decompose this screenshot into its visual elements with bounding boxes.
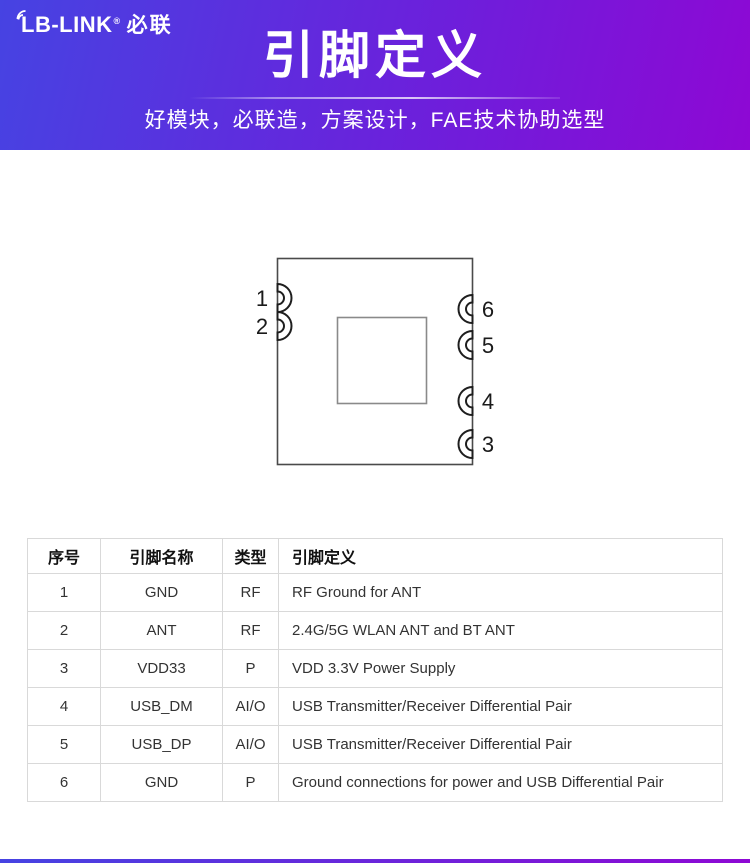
cell-pin-type: RF [222,611,279,650]
table-body: 1 GND RF RF Ground for ANT 2 ANT RF 2.4G… [27,573,723,802]
cell-pin-type: AI/O [222,687,279,726]
cell-pin-definition: USB Transmitter/Receiver Differential Pa… [278,687,723,726]
cell-pin-definition: Ground connections for power and USB Dif… [278,763,723,802]
pin-number-label-4: 4 [482,389,494,414]
column-header-no: 序号 [27,538,101,574]
pin-pad-5 [457,329,474,361]
cell-pin-type: P [222,649,279,688]
brand-logo: LB-LINK® 必联 [16,9,173,39]
cell-pin-number: 3 [27,649,101,688]
column-header-name: 引脚名称 [100,538,223,574]
column-header-type: 类型 [222,538,279,574]
table-row: 6 GND P Ground connections for power and… [27,763,723,802]
cell-pin-number: 1 [27,573,101,612]
page-subtitle: 好模块，必联造，方案设计，FAE技术协助选型 [144,109,606,132]
page-title: 引脚定义 [262,27,487,84]
cell-pin-name: ANT [100,611,223,650]
module-shield-outline [336,316,428,405]
cell-pin-type: RF [222,573,279,612]
registered-mark: ® [113,15,121,26]
pin-pad-3 [457,428,474,460]
cell-pin-name: VDD33 [100,649,223,688]
pin-number-label-5: 5 [482,333,494,358]
table-row: 1 GND RF RF Ground for ANT [27,573,723,612]
pin-number-label-3: 3 [482,432,494,457]
cell-pin-number: 4 [27,687,101,726]
cell-pin-name: USB_DP [100,725,223,764]
column-header-definition: 引脚定义 [278,538,723,574]
cell-pin-name: GND [100,573,223,612]
cell-pin-name: GND [100,763,223,802]
cell-pin-number: 5 [27,725,101,764]
pin-definition-table: 序号 引脚名称 类型 引脚定义 1 GND RF RF Ground for A… [27,538,723,802]
table-row: 2 ANT RF 2.4G/5G WLAN ANT and BT ANT [27,611,723,650]
cell-pin-definition: 2.4G/5G WLAN ANT and BT ANT [278,611,723,650]
table-row: 3 VDD33 P VDD 3.3V Power Supply [27,649,723,688]
cell-pin-type: P [222,763,279,802]
table-header-row: 序号 引脚名称 类型 引脚定义 [27,538,723,574]
cell-pin-definition: USB Transmitter/Receiver Differential Pa… [278,725,723,764]
cell-pin-number: 2 [27,611,101,650]
cell-pin-number: 6 [27,763,101,802]
brand-wordmark: LB-LINK [16,10,113,38]
table-row: 5 USB_DP AI/O USB Transmitter/Receiver D… [27,725,723,764]
cell-pin-definition: RF Ground for ANT [278,573,723,612]
module-pin-diagram: 1 2 6 5 4 3 [256,257,494,466]
pin-pad-4 [457,385,474,417]
brand-name-cn: 必联 [126,14,173,37]
pin-number-label-2: 2 [256,314,268,339]
cell-pin-type: AI/O [222,725,279,764]
signal-waves-icon [16,10,26,20]
bottom-accent-bar [0,859,750,863]
hero-banner: LB-LINK® 必联 引脚定义 好模块，必联造，方案设计，FAE技术协助选型 [0,0,750,150]
pin-number-label-6: 6 [482,297,494,322]
pin-pad-6 [457,293,474,325]
table-row: 4 USB_DM AI/O USB Transmitter/Receiver D… [27,687,723,726]
pin-pad-2 [276,310,293,342]
brand-name: LB-LINK [21,12,113,37]
cell-pin-name: USB_DM [100,687,223,726]
cell-pin-definition: VDD 3.3V Power Supply [278,649,723,688]
title-divider [190,97,560,99]
pin-number-label-1: 1 [256,286,268,311]
